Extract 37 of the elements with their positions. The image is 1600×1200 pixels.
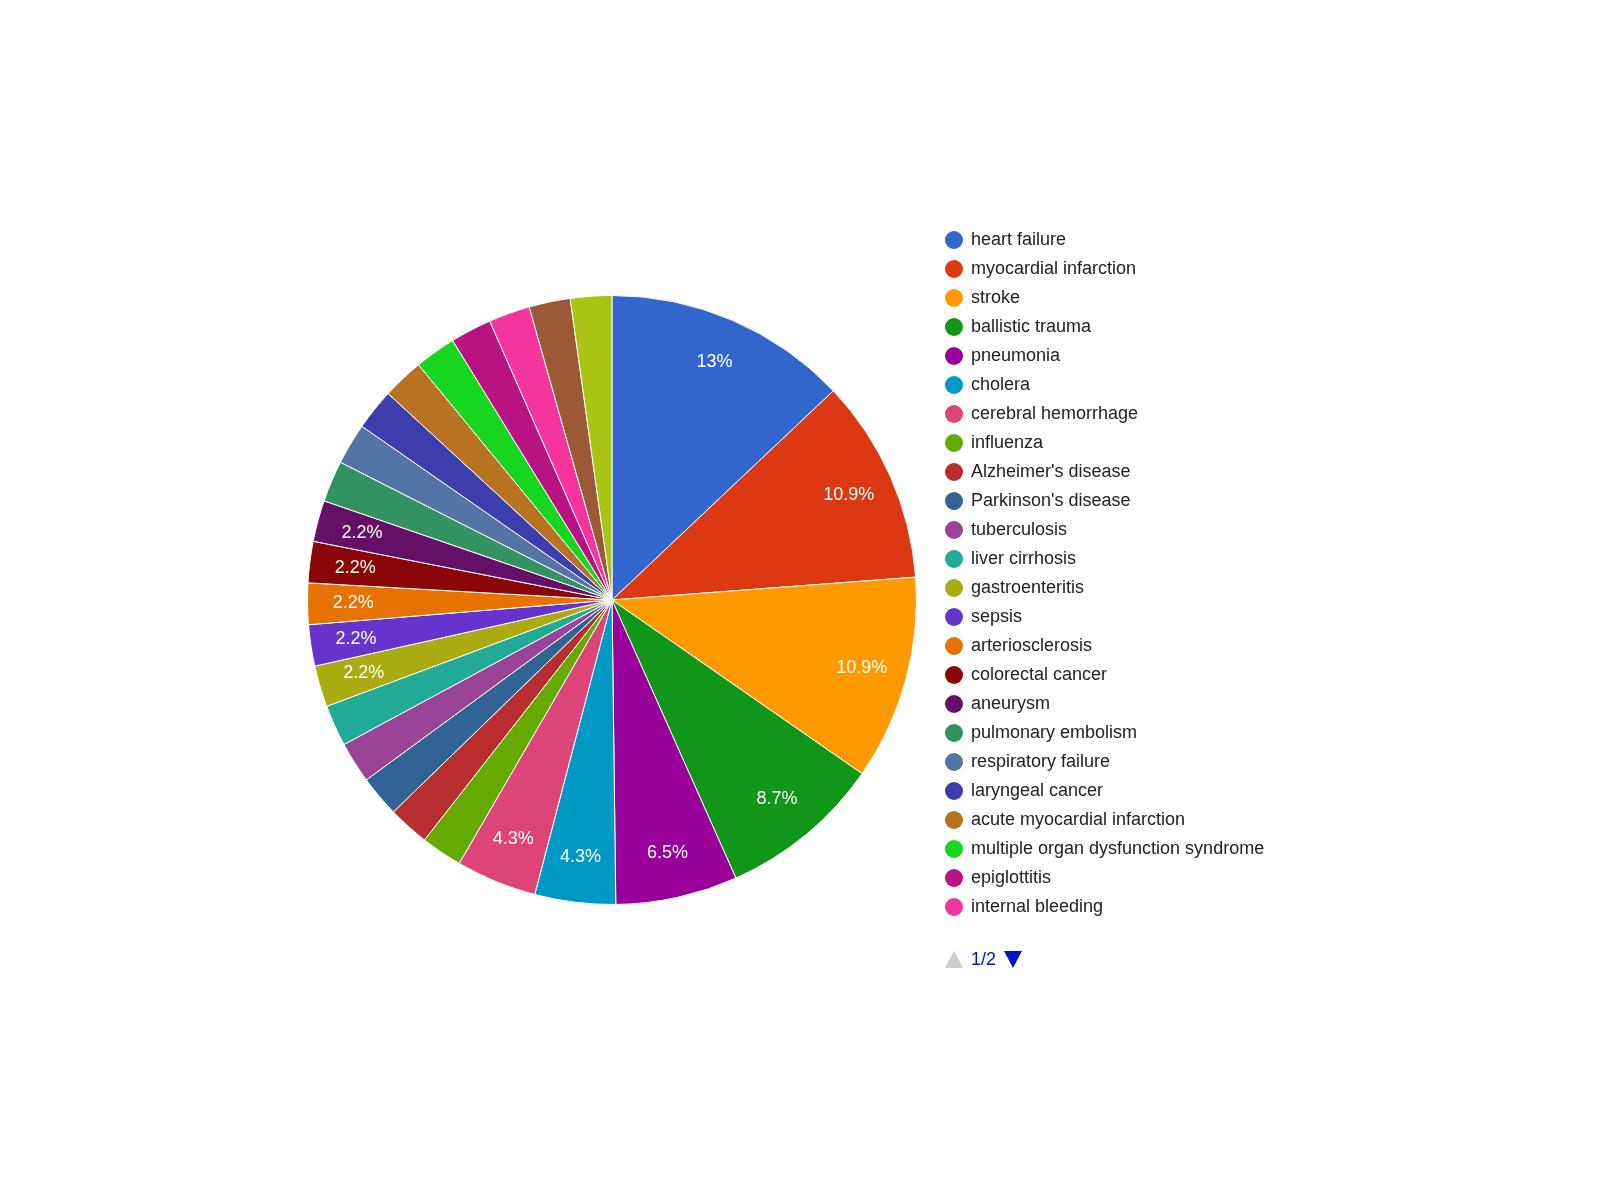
text: 1/2 [971, 949, 997, 970]
data-label: 4.3% [559, 845, 602, 866]
data-label: 4.3% [492, 828, 534, 849]
legend-label: liver cirrhosis [971, 548, 1077, 569]
legend-label: epiglottitis [971, 867, 1052, 888]
data-label: 10.9% [836, 657, 888, 677]
legend-label: influenza [971, 432, 1044, 453]
data-label: 2.2% [332, 592, 374, 613]
legend-label: gastroenteritis [971, 577, 1085, 598]
legend-label: aneurysm [971, 693, 1051, 714]
legend-label: acute myocardial infarction [971, 809, 1186, 830]
legend-label: cerebral hemorrhage [971, 403, 1139, 424]
data-label: 8.7% [756, 788, 798, 809]
legend-label: stroke [971, 287, 1021, 308]
legend-label: colorectal cancer [971, 664, 1108, 685]
legend-label: sepsis [971, 606, 1023, 627]
legend-label: Parkinson's disease [971, 490, 1131, 511]
legend-label: arteriosclerosis [971, 635, 1093, 656]
legend-label: pneumonia [971, 345, 1061, 366]
legend-label: multiple organ dysfunction syndrome [971, 838, 1265, 859]
data-label: 2.2% [343, 662, 385, 683]
data-label: 2.2% [335, 627, 377, 648]
legend-label: tuberculosis [971, 519, 1068, 540]
data-label: 13% [696, 351, 733, 372]
legend-label: laryngeal cancer [971, 780, 1104, 801]
data-label: 2.2% [341, 521, 383, 542]
legend-label: myocardial infarction [971, 258, 1137, 279]
legend-label: cholera [971, 374, 1031, 395]
data-label: 10.9% [823, 484, 875, 505]
legend-label: internal bleeding [971, 896, 1104, 917]
legend-label: heart failure [971, 229, 1067, 250]
data-label: 2.2% [334, 556, 376, 577]
legend-label: Alzheimer's disease [971, 461, 1131, 482]
data-label: 6.5% [646, 841, 688, 862]
legend-label: ballistic trauma [971, 316, 1092, 337]
legend-label: pulmonary embolism [971, 722, 1138, 743]
legend-label: respiratory failure [971, 751, 1111, 772]
